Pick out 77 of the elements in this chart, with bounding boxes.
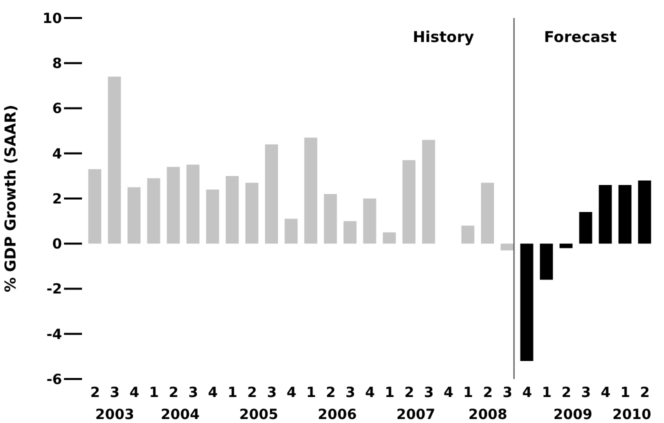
y-tick-label: -4 [46,326,62,343]
bar [304,138,318,244]
x2-tick-label: 2005 [239,406,278,423]
y-tick-label: -2 [46,282,62,298]
x2-tick-label: 2008 [468,406,508,423]
bar [108,76,121,244]
x-tick-label: 4 [365,384,376,401]
bar [618,184,632,244]
bar [186,164,200,244]
bar [402,160,416,244]
x2-tick-label: 2003 [95,406,134,423]
x-tick-label: 1 [463,384,474,401]
bar [88,169,102,244]
x-tick-label: 1 [384,384,395,401]
x-tick-label: 3 [424,384,434,401]
x-tick-label: 2 [640,384,650,401]
bar [166,166,180,244]
y-tick-label: 0 [52,236,62,253]
y-tick-label: -6 [46,372,62,388]
x2-tick-label: 2007 [396,406,436,423]
x-tick-label: 4 [522,384,532,401]
y-tick-label: 8 [52,56,62,72]
x-tick-label: 3 [188,384,198,401]
x-tick-label: 2 [404,384,414,401]
y-tick-label: 10 [42,10,62,27]
x-tick-label: 3 [502,384,512,401]
y-tick-label: 6 [52,101,62,118]
bar [226,176,239,244]
bar [520,244,534,361]
bar [206,189,220,244]
x-tick-label: 2 [482,384,493,401]
x-tick-label: 3 [345,384,356,401]
x-tick-label: 1 [149,384,159,401]
bar [284,218,298,244]
bar [344,221,357,244]
x-tick-label: 2 [561,384,572,401]
annotation: Forecast [544,28,617,46]
bar [598,184,612,244]
bar [363,198,376,244]
annotation: History [412,28,474,46]
bar [245,182,258,244]
x2-tick-label: 2006 [318,406,357,423]
bar [638,180,652,244]
bar [382,232,396,244]
bar [500,244,514,250]
bar [265,144,278,244]
x-tick-label: 4 [444,384,454,401]
x-tick-label: 4 [129,384,140,401]
bar [324,194,337,244]
y-tick-label: 4 [52,146,62,162]
bar [422,140,436,244]
x-tick-label: 2 [326,384,336,401]
x-tick-label: 3 [581,384,591,401]
y-axis-title: % GDP Growth (SAAR) [1,104,20,292]
x2-tick-label: 2010 [612,406,652,423]
bar [147,178,160,244]
x2-tick-label: 2004 [160,406,200,423]
bar [560,244,573,248]
x-tick-label: 3 [110,384,120,401]
bar [128,187,141,244]
bar [579,212,592,244]
x-tick-label: 1 [620,384,630,401]
x-tick-label: 1 [542,384,552,401]
bar [481,182,494,244]
y-tick-label: 2 [52,191,62,208]
x-tick-label: 2 [90,384,100,401]
x-tick-label: 4 [286,384,297,401]
bar [461,226,474,244]
x2-tick-label: 2009 [553,406,592,423]
bar [540,244,553,280]
x-tick-label: 2 [168,384,179,401]
x-tick-label: 4 [208,384,218,401]
x-tick-label: 3 [266,384,277,401]
x-tick-label: 2 [247,384,258,401]
x-tick-label: 4 [600,384,611,401]
x-tick-label: 1 [306,384,316,401]
x-tick-label: 1 [228,384,238,401]
